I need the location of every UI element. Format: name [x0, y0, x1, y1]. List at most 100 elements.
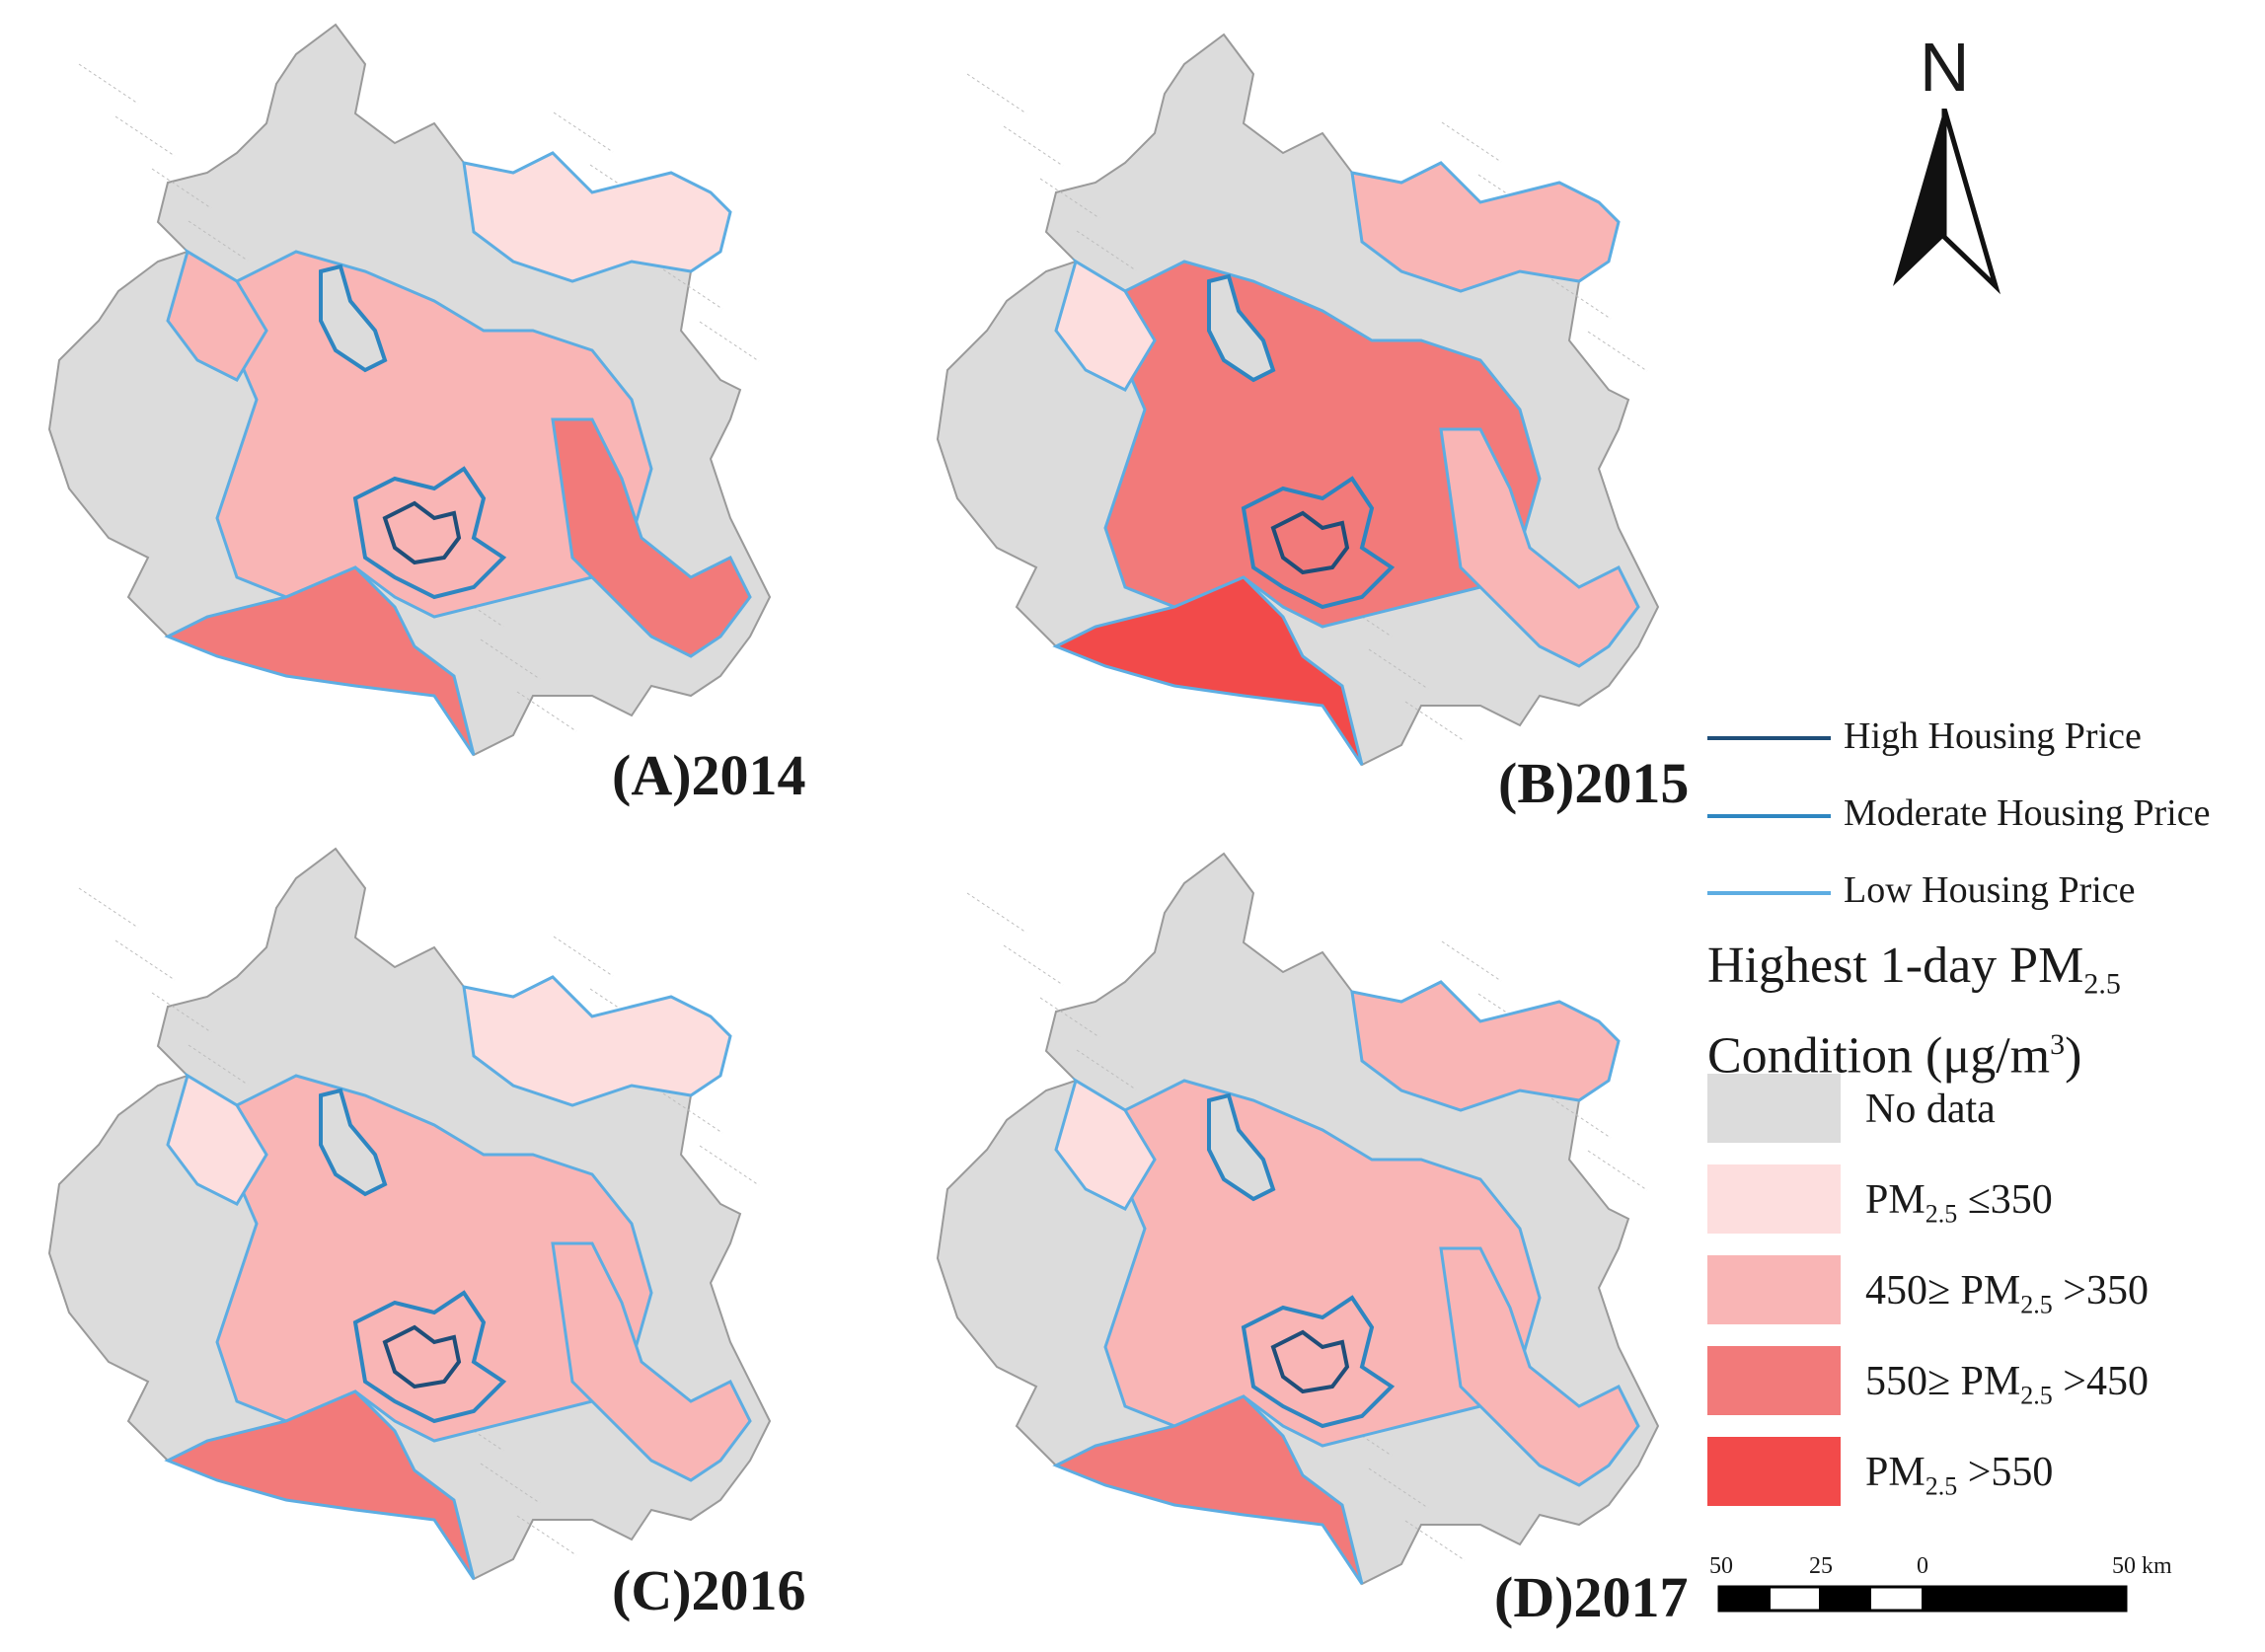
township-boundary — [114, 115, 176, 157]
moderate-price-enclave — [319, 263, 388, 373]
township-boundary — [480, 638, 541, 680]
panel-label-c: (C)2016 — [612, 1558, 806, 1622]
township-boundary — [151, 168, 212, 209]
legend-title-sub: 2.5 — [2083, 967, 2121, 1001]
township-boundary — [516, 1515, 577, 1556]
legend-title: Highest 1-day PM2.5 Condition (μg/m3) — [1707, 936, 2121, 1088]
map-panel-d — [936, 852, 1660, 1586]
swatch-no-data — [1707, 1074, 1841, 1143]
swatch-350-450 — [1707, 1255, 1841, 1324]
map-panel-a — [47, 23, 772, 757]
legend-label-moderate: Moderate Housing Price — [1844, 792, 2211, 834]
legend-class-le-350: PM2.5 ≤350 — [1865, 1176, 2053, 1229]
township-boundary — [1039, 178, 1100, 219]
region-east — [551, 417, 752, 658]
legend-class-350-450-sub: 2.5 — [2020, 1290, 2053, 1319]
region-east — [1439, 1246, 1640, 1487]
township-boundary — [1404, 701, 1466, 742]
high-price-boundary — [1270, 510, 1350, 575]
legend-class-350-450: 450≥ PM2.5 >350 — [1865, 1267, 2149, 1319]
legend-class-450-550: 550≥ PM2.5 >450 — [1865, 1358, 2149, 1410]
legend-class-le-350-pre: PM — [1865, 1177, 1925, 1223]
township-boundary — [1587, 1150, 1648, 1191]
township-boundary — [1076, 1049, 1137, 1090]
legend-class-gt-550-sub: 2.5 — [1925, 1471, 1958, 1501]
region-south — [1052, 1394, 1364, 1585]
region-east — [1439, 427, 1640, 668]
township-boundary — [78, 63, 139, 105]
north-arrow-icon — [1893, 109, 2001, 295]
legend-title-sup: 3 — [2050, 1028, 2066, 1062]
township-boundary — [188, 220, 249, 262]
legend-line-low — [1707, 891, 1831, 895]
legend-class-le-350-sub: 2.5 — [1925, 1199, 1958, 1229]
moderate-price-boundary — [1241, 1295, 1396, 1429]
township-boundary — [1404, 1520, 1466, 1561]
swatch-450-550 — [1707, 1346, 1841, 1415]
legend-label-low: Low Housing Price — [1844, 869, 2136, 911]
township-boundary — [553, 936, 614, 977]
township-boundary — [1441, 940, 1502, 982]
legend-title-close: ) — [2065, 1027, 2082, 1085]
legend-class-450-550-post: >450 — [2052, 1359, 2149, 1404]
township-boundary — [966, 73, 1027, 114]
region-northeast — [1350, 980, 1621, 1112]
township-boundary — [1550, 278, 1612, 320]
moderate-price-boundary — [352, 1290, 507, 1424]
region-northeast — [1350, 161, 1621, 293]
legend-line-moderate — [1707, 814, 1831, 818]
region-west — [166, 1073, 268, 1206]
region-east — [551, 1241, 752, 1482]
moderate-price-enclave — [319, 1088, 388, 1197]
legend-class-350-450-post: >350 — [2052, 1268, 2149, 1314]
swatch-gt-550 — [1707, 1437, 1841, 1506]
township-boundary — [553, 112, 614, 153]
township-boundary — [1587, 331, 1648, 372]
township-boundary — [516, 691, 577, 732]
township-boundary — [114, 939, 176, 981]
scale-tick-50-km: 50 km — [2112, 1553, 2172, 1579]
high-price-boundary — [382, 500, 462, 565]
township-boundary — [1003, 944, 1064, 986]
moderate-price-enclave — [1207, 273, 1276, 383]
township-boundary — [662, 1092, 723, 1134]
map-panel-b — [936, 33, 1660, 767]
panel-label-d: (D)2017 — [1494, 1565, 1689, 1629]
region-northeast — [462, 975, 732, 1107]
moderate-price-boundary — [1241, 476, 1396, 610]
moderate-price-boundary — [352, 466, 507, 600]
township-boundary — [188, 1044, 249, 1086]
region-west — [1054, 1078, 1157, 1211]
scale-tick-50-left: 50 — [1709, 1553, 1733, 1579]
swatch-le-350 — [1707, 1164, 1841, 1234]
township-boundary — [1550, 1097, 1612, 1139]
township-boundary — [151, 992, 212, 1033]
township-boundary — [699, 321, 760, 362]
legend-class-350-450-pre: 450≥ PM — [1865, 1268, 2021, 1314]
legend-class-no-data: No data — [1865, 1087, 1996, 1132]
legend-label-high: High Housing Price — [1844, 715, 2142, 757]
legend-class-450-550-pre: 550≥ PM — [1865, 1359, 2021, 1404]
region-south — [1052, 575, 1364, 766]
legend-class-gt-550-pre: PM — [1865, 1450, 1925, 1495]
township-boundary — [480, 1463, 541, 1504]
township-boundary — [1368, 648, 1429, 690]
high-price-boundary — [1270, 1329, 1350, 1394]
township-boundary — [1039, 997, 1100, 1038]
legend-title-line1: Highest 1-day PM — [1707, 938, 2084, 994]
legend-class-gt-550: PM2.5 >550 — [1865, 1449, 2053, 1501]
scale-tick-25: 25 — [1809, 1553, 1833, 1579]
township-boundary — [662, 268, 723, 310]
legend-class-450-550-sub: 2.5 — [2020, 1381, 2053, 1410]
moderate-price-enclave — [1207, 1092, 1276, 1202]
township-boundary — [78, 887, 139, 929]
legend-class-le-350-post: ≤350 — [1957, 1177, 2053, 1223]
region-south — [164, 1389, 476, 1580]
township-boundary — [966, 892, 1027, 934]
township-boundary — [1003, 125, 1064, 167]
north-letter: N — [1920, 29, 1970, 106]
township-boundary — [699, 1145, 760, 1186]
township-boundary — [1368, 1467, 1429, 1509]
